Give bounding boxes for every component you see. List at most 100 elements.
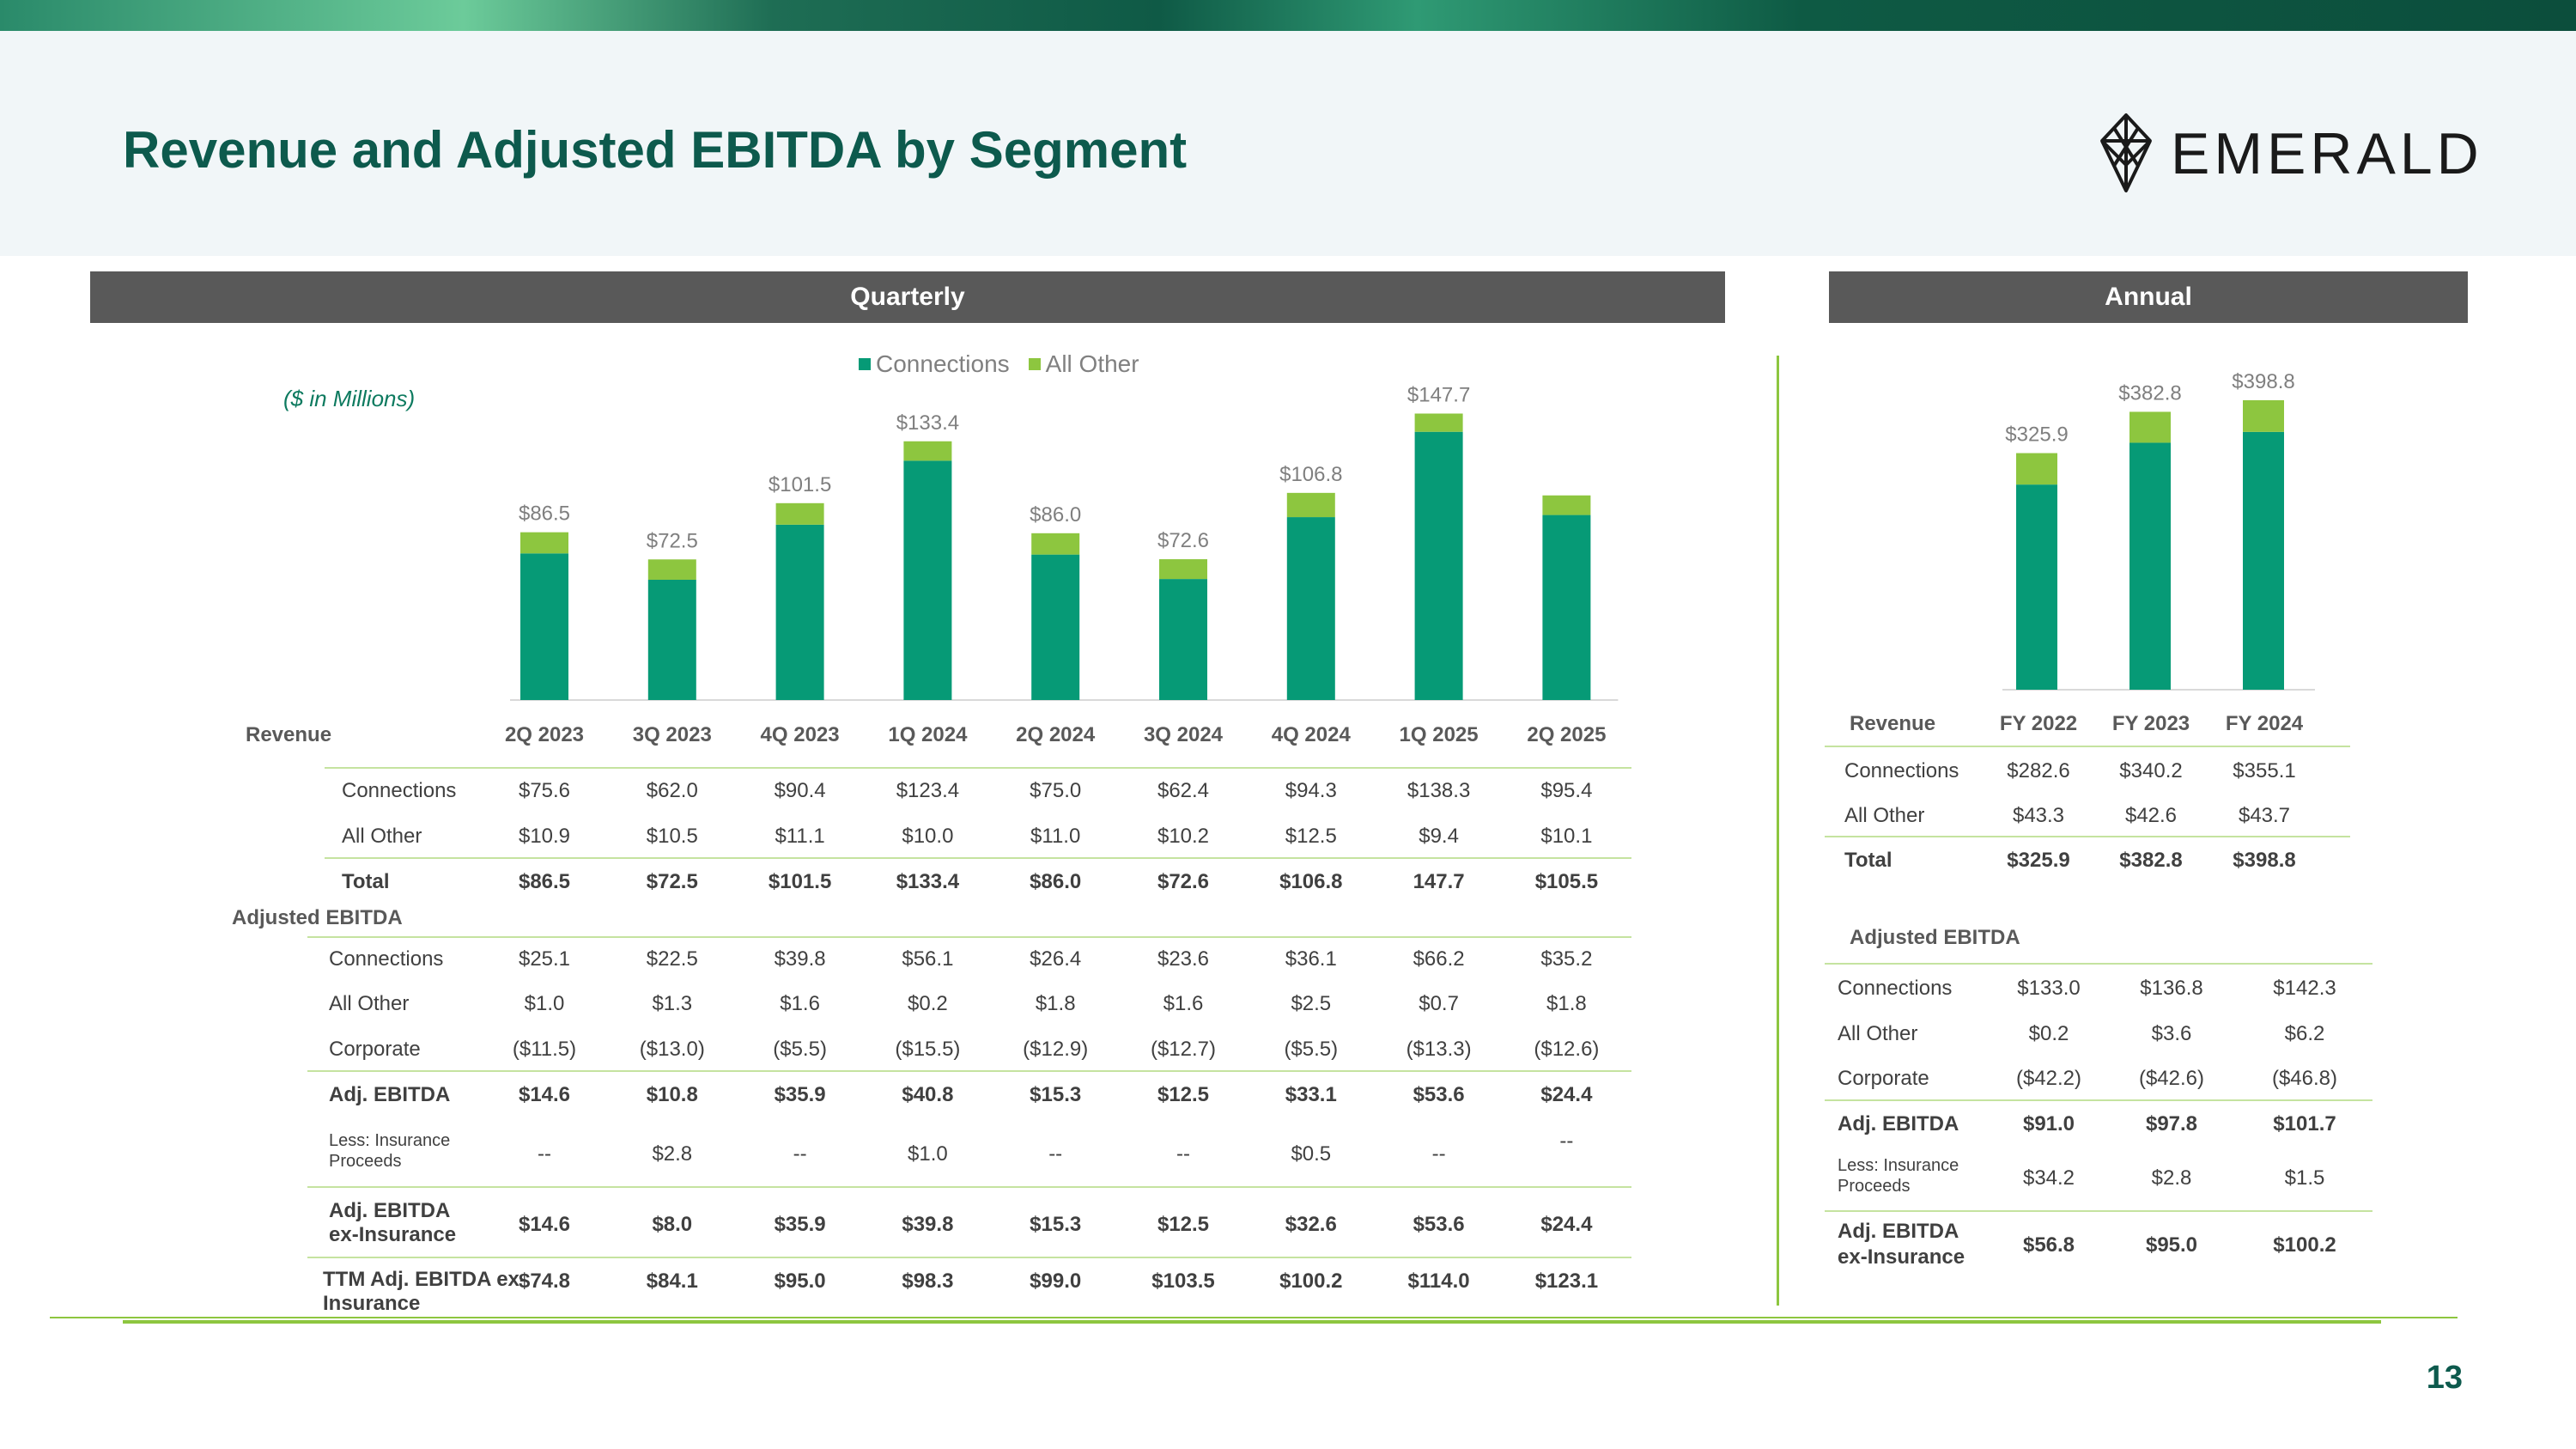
q-ebitda-cell: ($12.9) (1023, 1038, 1089, 1061)
q-ebitda-row-label: Adj. EBITDA (329, 1083, 451, 1106)
q-revenue-row-label: Total (342, 870, 390, 893)
q-bar-all-other (647, 559, 696, 580)
q-revenue-cell: $62.4 (1157, 779, 1210, 802)
q-ebitda-cell: $12.5 (1157, 1083, 1210, 1106)
q-data-label: $72.5 (647, 529, 698, 552)
q-ebitda-cell: $0.5 (1291, 1142, 1332, 1166)
a-ebitda-cell: $97.8 (2145, 1112, 2198, 1135)
annual-section-header: Annual (1829, 271, 2468, 323)
a-ebitda-cell: $0.2 (2028, 1022, 2069, 1045)
q-ebitda-cell: -- (1048, 1142, 1063, 1166)
q-bar-connections (1414, 431, 1463, 700)
q-ebitda-cell: $2.5 (1291, 992, 1332, 1015)
q-ebitda-cell: $39.8 (774, 947, 826, 971)
a-ebitda-cell: $1.5 (2284, 1166, 2325, 1190)
a-ebitda-row-label: Adj. EBITDA (1838, 1112, 1959, 1135)
a-bar-all-other (2129, 411, 2171, 443)
a-row-divider (1825, 963, 2372, 965)
q-ebitda-cell: $56.1 (902, 947, 954, 971)
a-revenue-cell: $43.7 (2238, 804, 2291, 827)
top-accent-bar (0, 0, 2576, 31)
a-data-label: $382.8 (2118, 381, 2181, 405)
a-ebitda-cell: ($42.2) (2015, 1067, 2082, 1090)
a-ebitda-cell: $91.0 (2022, 1112, 2075, 1135)
q-revenue-cell: $95.4 (1540, 779, 1593, 802)
a-revenue-row-label: Connections (1844, 759, 1959, 782)
legend-swatch-all-other (1028, 358, 1041, 370)
q-column-header: 2Q 2024 (1016, 723, 1096, 746)
a-ebitda-cell: $133.0 (2017, 977, 2081, 1000)
q-ebitda-cell: $2.8 (652, 1142, 693, 1166)
q-ebitda-cell: ($12.7) (1150, 1038, 1217, 1061)
q-revenue-cell: $75.6 (518, 779, 571, 802)
q-ebitda-cell: $1.0 (524, 992, 565, 1015)
q-bar-all-other (903, 441, 952, 461)
a-ebitda-row-label: Less: Insurance Proceeds (1838, 1156, 1959, 1196)
q-revenue-cell: $10.1 (1540, 825, 1593, 848)
q-revenue-cell: $10.5 (646, 825, 698, 848)
a-revenue-cell: $42.6 (2124, 804, 2178, 827)
page-number: 13 (2426, 1360, 2463, 1396)
q-ebitda-cell: $14.6 (518, 1083, 571, 1106)
a-ebitda-cell: $136.8 (2140, 977, 2203, 1000)
a-bar-connections (2016, 484, 2057, 690)
q-column-header: 2Q 2023 (504, 723, 585, 746)
q-revenue-cell: $123.4 (896, 779, 960, 802)
q-ebitda-cell: $53.6 (1413, 1083, 1465, 1106)
a-ebitda-cell: $2.8 (2151, 1166, 2192, 1190)
a-revenue-row-label: Total (1844, 849, 1893, 872)
a-revenue-heading: Revenue (1850, 712, 1936, 735)
q-revenue-cell: $10.2 (1157, 825, 1210, 848)
q-bar-all-other (1414, 413, 1463, 432)
q-revenue-cell: $90.4 (774, 779, 826, 802)
q-revenue-cell: $94.3 (1285, 779, 1337, 802)
q-bar-connections (903, 460, 952, 700)
a-data-label: $325.9 (2005, 423, 2068, 447)
q-ebitda-cell: $84.1 (646, 1269, 698, 1293)
q-ebitda-cell: ($13.3) (1406, 1038, 1472, 1061)
q-ebitda-cell: ($11.5) (512, 1038, 577, 1061)
quarterly-section-header: Quarterly (90, 271, 1725, 323)
q-bar-connections (1542, 514, 1591, 700)
q-ebitda-cell: ($13.0) (639, 1038, 705, 1061)
legend-swatch-connections (859, 358, 871, 370)
q-ebitda-cell: $123.1 (1534, 1269, 1599, 1293)
q-ebitda-cell: ($12.6) (1534, 1038, 1600, 1061)
q-row-divider (307, 1186, 1631, 1188)
q-bar-connections (520, 553, 568, 700)
q-ebitda-row-label: TTM Adj. EBITDA ex-Insurance (323, 1268, 526, 1315)
q-revenue-cell: $72.6 (1157, 870, 1210, 893)
q-revenue-cell: $9.4 (1419, 825, 1459, 848)
emerald-logo-icon (2100, 113, 2152, 192)
q-bar-all-other (1031, 533, 1080, 555)
q-bar-connections (775, 524, 824, 700)
q-revenue-row-label: All Other (342, 825, 422, 848)
a-ebitda-cell: $95.0 (2145, 1233, 2198, 1257)
footer-rule (50, 1317, 2458, 1318)
q-data-label: $72.6 (1157, 529, 1209, 552)
q-revenue-cell: $133.4 (896, 870, 960, 893)
a-row-divider (1825, 1210, 2372, 1212)
q-row-divider (307, 936, 1631, 938)
a-ebitda-row-label: Corporate (1838, 1067, 1929, 1090)
a-ebitda-cell: $142.3 (2273, 977, 2336, 1000)
q-bar-connections (1159, 579, 1207, 700)
a-column-header: FY 2024 (2225, 712, 2304, 735)
a-bar-connections (2243, 431, 2284, 690)
q-revenue-row-label: Connections (342, 779, 457, 802)
page-title: Revenue and Adjusted EBITDA by Segment (123, 121, 1188, 179)
q-ebitda-cell: -- (1559, 1129, 1574, 1153)
q-ebitda-cell: $23.6 (1157, 947, 1210, 971)
a-ebitda-cell: $56.8 (2022, 1233, 2075, 1257)
q-revenue-cell: $101.5 (768, 870, 832, 893)
q-revenue-cell: $12.5 (1285, 825, 1337, 848)
q-column-header: 1Q 2025 (1399, 723, 1479, 746)
a-ebitda-row-label: All Other (1838, 1022, 1918, 1045)
q-bar-all-other (1542, 495, 1591, 515)
a-revenue-cell: $382.8 (2119, 849, 2183, 872)
q-bar-connections (1286, 517, 1335, 700)
q-ebitda-cell: $32.6 (1285, 1213, 1337, 1236)
section-divider (1777, 356, 1779, 1306)
q-bar-all-other (1159, 559, 1207, 580)
q-data-label: $147.7 (1407, 383, 1470, 406)
